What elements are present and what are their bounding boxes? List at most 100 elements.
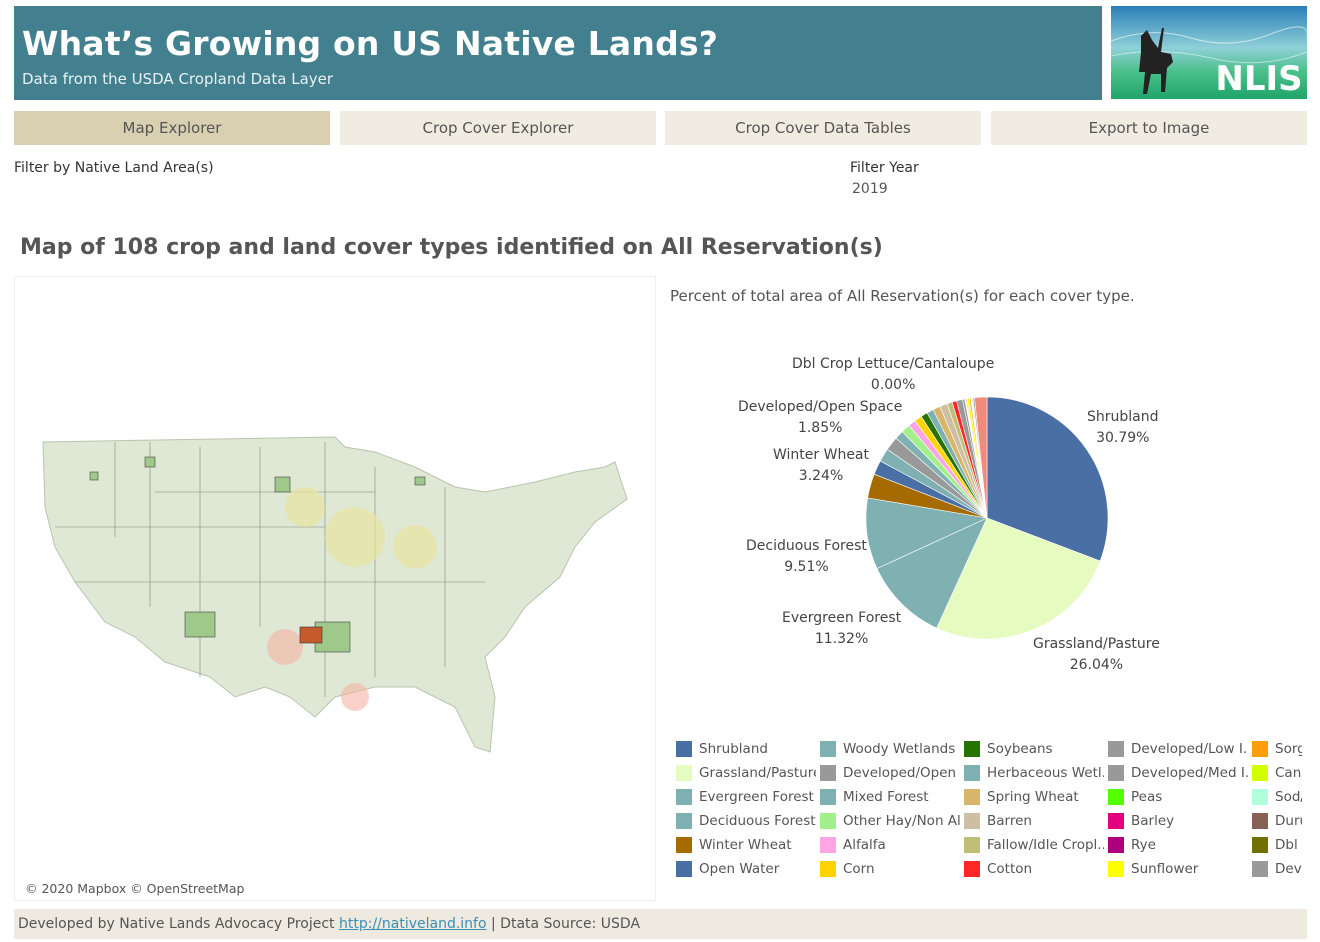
legend-item[interactable]: Developed/High I.. [1252, 860, 1302, 878]
legend-item[interactable]: Barley [1108, 812, 1248, 830]
legend-label: Developed/Med I.. [1131, 765, 1248, 781]
legend-item[interactable]: Grassland/Pasture [676, 764, 816, 782]
legend-label: Alfalfa [843, 837, 886, 853]
tab-export-to-image[interactable]: Export to Image [991, 111, 1307, 145]
legend-label: Developed/Low I.. [1131, 741, 1248, 757]
pie-slice[interactable] [986, 396, 1109, 562]
pie-slice[interactable] [974, 396, 988, 519]
tab-crop-cover-explorer[interactable]: Crop Cover Explorer [340, 111, 656, 145]
legend-swatch [964, 765, 980, 781]
footer-credit: Developed by Native Lands Advocacy Proje… [18, 916, 339, 932]
legend-label: Herbaceous Wetl.. [987, 765, 1104, 781]
legend-swatch [964, 813, 980, 829]
pie-label-winter-wheat: Winter Wheat 3.24% [773, 447, 870, 484]
legend-swatch [1108, 789, 1124, 805]
legend-swatch [820, 861, 836, 877]
pie-label-developed-open: Developed/Open Space 1.85% [738, 399, 903, 436]
legend-item[interactable]: Developed/Open .. [820, 764, 960, 782]
legend-item[interactable]: Spring Wheat [964, 788, 1104, 806]
legend-item[interactable]: Herbaceous Wetl.. [964, 764, 1104, 782]
legend-swatch [820, 837, 836, 853]
legend-item[interactable]: Winter Wheat [676, 836, 816, 854]
pie-chart[interactable] [837, 368, 1137, 668]
pie-title: Percent of total area of All Reservation… [670, 287, 1135, 305]
legend-item[interactable]: Dbl Crop [1252, 836, 1302, 854]
filter-area-label: Filter by Native Land Area(s) [14, 160, 214, 176]
filter-year-dropdown[interactable]: 2019 [852, 181, 888, 197]
legend-item[interactable]: Rye [1108, 836, 1248, 854]
pie-label-dbl-crop: Dbl Crop Lettuce/Cantaloupe 0.00% [792, 356, 995, 393]
legend-item[interactable]: Fallow/Idle Cropl.. [964, 836, 1104, 854]
legend-label: Rye [1131, 837, 1156, 853]
legend-item[interactable]: Peas [1108, 788, 1248, 806]
legend-swatch [1108, 741, 1124, 757]
legend-swatch [964, 741, 980, 757]
legend-item[interactable]: Developed/Low I.. [1108, 740, 1248, 758]
legend-item[interactable]: Other Hay/Non Al.. [820, 812, 960, 830]
legend-swatch [676, 837, 692, 853]
legend-label: Durum Wheat [1275, 813, 1302, 829]
pie-label-grassland: Grassland/Pasture 26.04% [1033, 636, 1160, 673]
legend-label: Sod/Grass Seed [1275, 789, 1302, 805]
legend-swatch [1252, 861, 1268, 877]
legend-swatch [1108, 837, 1124, 853]
legend-swatch [964, 789, 980, 805]
legend-item[interactable]: Corn [820, 860, 960, 878]
pie-slice[interactable] [876, 517, 988, 629]
legend-label: Deciduous Forest [699, 813, 816, 829]
legend-item[interactable]: Cotton [964, 860, 1104, 878]
legend-label: Spring Wheat [987, 789, 1079, 805]
map-view[interactable]: © 2020 Mapbox © OpenStreetMap [14, 276, 656, 901]
legend-label: Developed/Open .. [843, 765, 960, 781]
tab-map-explorer[interactable]: Map Explorer [14, 111, 330, 145]
svg-text:NLIS: NLIS [1215, 59, 1302, 99]
legend-label: Cotton [987, 861, 1033, 877]
legend-label: Sunflower [1131, 861, 1199, 877]
legend-item[interactable]: Alfalfa [820, 836, 960, 854]
legend-label: Sorghum [1275, 741, 1302, 757]
legend-swatch [820, 789, 836, 805]
legend-swatch [1252, 765, 1268, 781]
legend-item[interactable]: Developed/Med I.. [1108, 764, 1248, 782]
legend-swatch [964, 861, 980, 877]
legend-item[interactable]: Soybeans [964, 740, 1104, 758]
legend-swatch [820, 741, 836, 757]
legend-item[interactable]: Evergreen Forest [676, 788, 816, 806]
footer: Developed by Native Lands Advocacy Proje… [14, 909, 1307, 939]
legend-item[interactable]: Sod/Grass Seed [1252, 788, 1302, 806]
legend-label: Barley [1131, 813, 1175, 829]
legend-item[interactable]: Durum Wheat [1252, 812, 1302, 830]
legend-label: Evergreen Forest [699, 789, 814, 805]
legend-label: Woody Wetlands [843, 741, 956, 757]
legend-label: Winter Wheat [699, 837, 792, 853]
pie-label-evergreen: Evergreen Forest 11.32% [782, 610, 902, 647]
legend-label: Barren [987, 813, 1032, 829]
legend-swatch [676, 861, 692, 877]
tab-crop-cover-data-tables[interactable]: Crop Cover Data Tables [665, 111, 981, 145]
legend-item[interactable]: Mixed Forest [820, 788, 960, 806]
legend-item[interactable]: Barren [964, 812, 1104, 830]
us-map[interactable] [15, 277, 655, 877]
legend-item[interactable]: Canola [1252, 764, 1302, 782]
legend-item[interactable]: Sunflower [1108, 860, 1248, 878]
legend-item[interactable]: Open Water [676, 860, 816, 878]
legend-swatch [676, 813, 692, 829]
legend-swatch [964, 837, 980, 853]
legend-label: Canola [1275, 765, 1302, 781]
nativeland-link[interactable]: http://nativeland.info [339, 916, 487, 932]
legend-item[interactable]: Deciduous Forest [676, 812, 816, 830]
legend-swatch [1108, 765, 1124, 781]
header-banner: What’s Growing on US Native Lands? Data … [14, 6, 1102, 100]
pie-slice[interactable] [936, 517, 1101, 640]
map-attribution: © 2020 Mapbox © OpenStreetMap [25, 881, 245, 896]
legend-item[interactable]: Woody Wetlands [820, 740, 960, 758]
legend-swatch [1252, 741, 1268, 757]
legend-swatch [1252, 813, 1268, 829]
section-title: Map of 108 crop and land cover types ide… [20, 235, 883, 260]
legend-label: Peas [1131, 789, 1163, 805]
pie-label-shrubland: Shrubland 30.79% [1087, 409, 1159, 446]
legend-swatch [1252, 789, 1268, 805]
legend-swatch [676, 741, 692, 757]
legend-item[interactable]: Sorghum [1252, 740, 1302, 758]
legend-item[interactable]: Shrubland [676, 740, 816, 758]
